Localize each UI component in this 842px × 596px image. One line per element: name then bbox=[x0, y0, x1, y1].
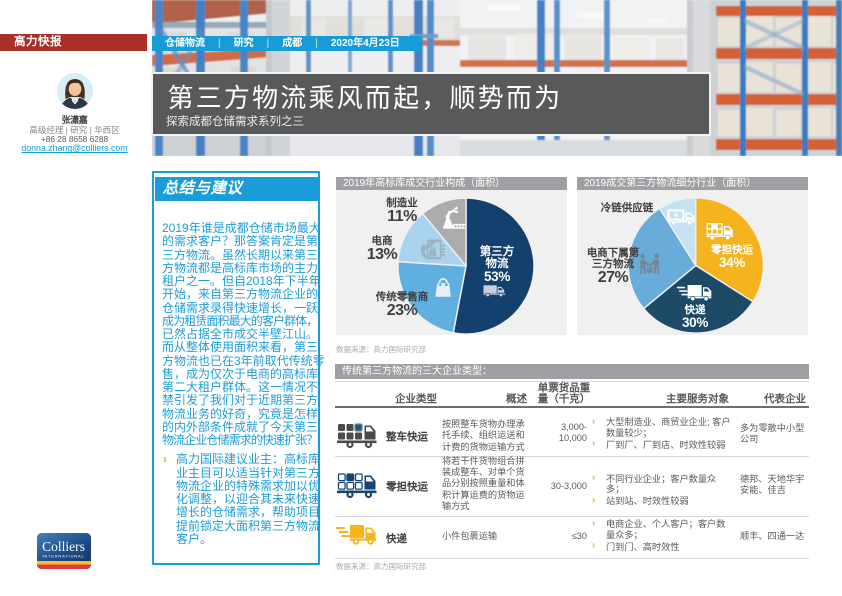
svg-text:Colliers: Colliers bbox=[42, 539, 85, 554]
svg-text:INTERNATIONAL: INTERNATIONAL bbox=[42, 554, 84, 559]
svg-text:❄: ❄ bbox=[673, 211, 679, 219]
